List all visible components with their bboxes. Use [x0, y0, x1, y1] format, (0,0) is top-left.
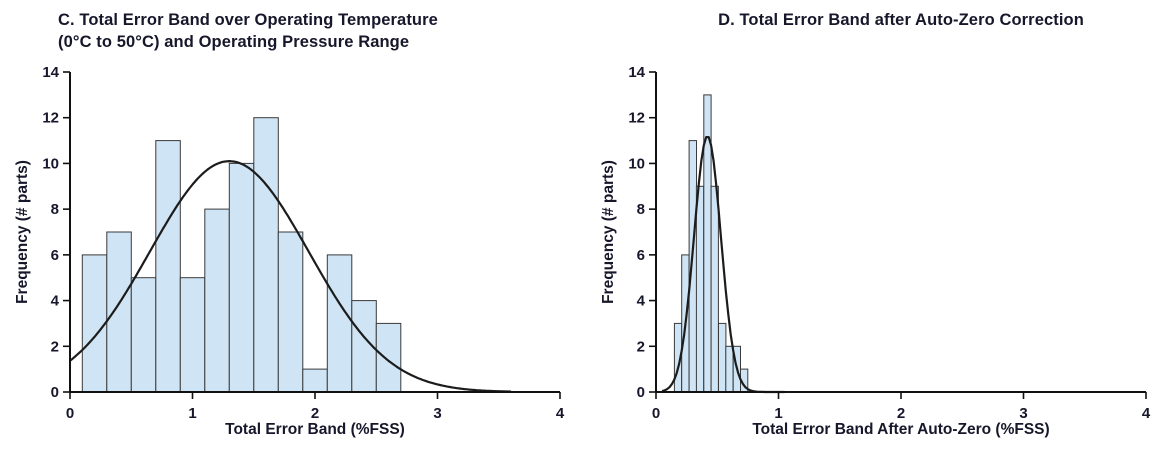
chart-d-title: D. Total Error Band after Auto-Zero Corr…: [598, 10, 1154, 60]
svg-text:8: 8: [637, 201, 645, 218]
svg-text:14: 14: [42, 64, 59, 81]
svg-text:3: 3: [433, 405, 441, 422]
svg-text:4: 4: [637, 293, 646, 310]
svg-text:6: 6: [51, 247, 59, 264]
svg-text:0: 0: [637, 384, 645, 401]
chart-d: D. Total Error Band after Auto-Zero Corr…: [598, 10, 1154, 456]
svg-text:8: 8: [51, 201, 59, 218]
chart-c-title-line1: C. Total Error Band over Operating Tempe…: [58, 11, 438, 29]
svg-text:Frequency (# parts): Frequency (# parts): [600, 160, 617, 304]
chart-d-title-line1: D. Total Error Band after Auto-Zero Corr…: [718, 11, 1084, 29]
svg-text:0: 0: [66, 405, 74, 422]
svg-text:14: 14: [628, 64, 645, 81]
svg-text:2: 2: [51, 338, 59, 355]
svg-text:12: 12: [628, 110, 645, 127]
svg-text:12: 12: [42, 110, 59, 127]
svg-text:2: 2: [311, 405, 319, 422]
svg-text:10: 10: [42, 155, 59, 172]
svg-text:Frequency (# parts): Frequency (# parts): [14, 160, 31, 304]
chart-c: C. Total Error Band over Operating Tempe…: [12, 10, 568, 456]
svg-text:0: 0: [51, 384, 59, 401]
svg-text:Total Error Band (%FSS): Total Error Band (%FSS): [225, 421, 405, 438]
chart-c-title: C. Total Error Band over Operating Tempe…: [12, 10, 568, 60]
svg-text:2: 2: [897, 405, 905, 422]
svg-text:1: 1: [188, 405, 196, 422]
svg-text:2: 2: [637, 338, 645, 355]
svg-text:6: 6: [637, 247, 645, 264]
svg-text:3: 3: [1019, 405, 1027, 422]
svg-text:4: 4: [556, 405, 565, 422]
svg-text:Total Error Band After Auto-Ze: Total Error Band After Auto-Zero (%FSS): [752, 421, 1049, 438]
svg-text:10: 10: [628, 155, 645, 172]
svg-text:0: 0: [652, 405, 660, 422]
svg-text:4: 4: [1142, 405, 1151, 422]
chart-c-title-line2: (0°C to 50°C) and Operating Pressure Ran…: [58, 32, 410, 51]
svg-text:1: 1: [774, 405, 782, 422]
svg-text:4: 4: [51, 293, 60, 310]
